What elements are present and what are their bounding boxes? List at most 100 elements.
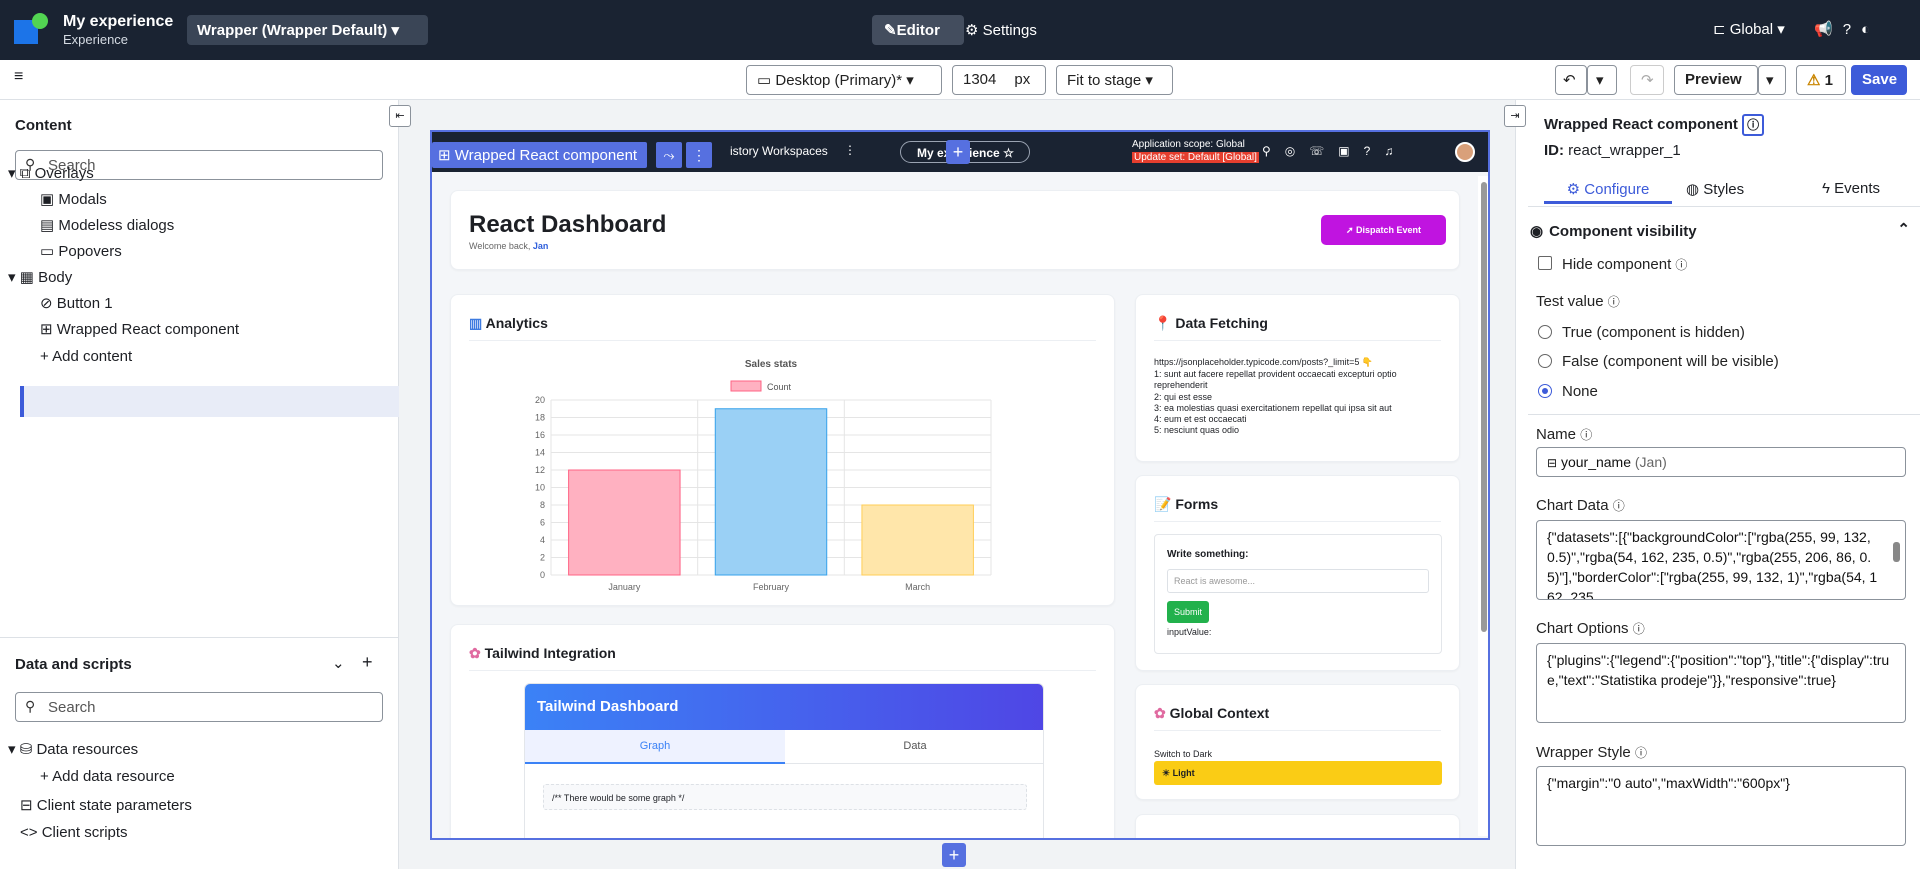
bar-march (861, 504, 974, 576)
tree-item-button[interactable]: ⊘ Button 1 (40, 294, 113, 312)
megaphone-icon[interactable]: 📢 (1814, 21, 1843, 38)
tree-label-body: Body (38, 269, 73, 286)
info-icon[interactable]: ⓘ (1607, 295, 1620, 309)
undo-button[interactable]: ↶ (1555, 65, 1587, 95)
wrapper-style-textarea[interactable]: {"margin":"0 auto","maxWidth":"600px"} (1536, 766, 1906, 846)
hide-label: Hide component ⓘ (1562, 256, 1687, 273)
stage-scrollbar[interactable] (1478, 176, 1488, 836)
add-below-icon[interactable]: + (942, 843, 966, 867)
width-input[interactable]: 1304 px (952, 65, 1046, 95)
collapse-right-icon[interactable]: ⇥ (1504, 105, 1526, 127)
info-icon[interactable]: ⓘ (1742, 114, 1765, 136)
info-icon[interactable]: ⓘ (1612, 499, 1625, 513)
user-avatar[interactable] (1455, 142, 1475, 162)
save-label: Save (1862, 71, 1898, 88)
help-icon[interactable]: ? (1363, 144, 1385, 158)
tab-styles[interactable]: ◍ Styles (1686, 180, 1744, 198)
settings-button[interactable]: ⚙ Settings (965, 15, 1077, 45)
tab-graph[interactable]: Graph (525, 730, 785, 764)
search-icon[interactable]: ⚲ (1262, 144, 1285, 158)
submit-button[interactable]: Submit (1167, 601, 1209, 623)
radio-true[interactable] (1538, 325, 1552, 339)
search-icon: ⚲ (25, 156, 36, 172)
hand-icon: 👇 (1361, 357, 1374, 367)
add-icon[interactable]: + (362, 652, 373, 672)
bell-icon[interactable]: ♫ (1384, 144, 1408, 158)
nav-history[interactable]: istory (730, 144, 759, 158)
nav-more-icon[interactable]: ⋮ (844, 143, 856, 157)
scope-dropdown[interactable]: ⊏ Global ▾ (1713, 20, 1785, 38)
welcome-text: Welcome back, Jan (469, 241, 548, 251)
chart-data-textarea[interactable]: {"datasets":[{"backgroundColor":["rgba(2… (1536, 520, 1906, 600)
chevron-down-icon[interactable]: ⌄ (332, 655, 345, 672)
visibility-header[interactable]: ◉ Component visibility ⌃ (1530, 216, 1910, 246)
tree-item-popovers[interactable]: ▭ Popovers (40, 242, 122, 260)
chart-options-label-text: Chart Options (1536, 620, 1629, 637)
radio-none[interactable] (1538, 384, 1552, 398)
caret-down-icon: ▾ (8, 269, 16, 286)
redo-button[interactable]: ↷ (1630, 65, 1664, 95)
info-icon[interactable]: ⓘ (1632, 622, 1645, 636)
inbox-icon[interactable]: ▣ (1338, 144, 1364, 158)
tree-item-modeless[interactable]: ▤ Modeless dialogs (40, 216, 174, 234)
tab-events[interactable]: ϟ Events (1822, 180, 1880, 197)
tree-item-modals[interactable]: ▣ Modals (40, 190, 107, 208)
info-icon[interactable]: ⓘ (1580, 428, 1593, 442)
settings-label: Settings (982, 22, 1037, 39)
add-content-link[interactable]: + Add content (40, 348, 132, 365)
stage-scroll-thumb[interactable] (1481, 182, 1487, 632)
tree-label-button: Button 1 (56, 295, 113, 312)
name-input[interactable]: ⊟ your_name (Jan) (1536, 447, 1906, 477)
device-dropdown[interactable]: ▭ Desktop (Primary)* ▾ (746, 65, 942, 95)
add-above-icon[interactable]: + (946, 140, 970, 164)
chip-more-icon[interactable]: ⋮ (686, 142, 712, 168)
chevron-down-icon: ▾ (906, 72, 914, 89)
wrapper-style-label-text: Wrapper Style (1536, 744, 1631, 761)
selection-chip[interactable]: ⊞ Wrapped React component (432, 142, 647, 168)
save-button[interactable]: Save (1851, 65, 1907, 95)
tree-item-client-scripts[interactable]: <> Client scripts (20, 824, 128, 841)
post-item: 1: sunt aut facere repellat provident oc… (1154, 369, 1397, 390)
preview-menu-button[interactable]: ▾ (1758, 65, 1786, 95)
radio-false[interactable] (1538, 354, 1552, 368)
tab-configure[interactable]: ⚙ Configure (1544, 170, 1672, 204)
help-icon[interactable]: ? (1842, 21, 1862, 38)
editor-button[interactable]: ✎Editor (872, 15, 964, 45)
content-search-input[interactable]: ⚲ Search (15, 150, 383, 180)
dispatch-event-button[interactable]: ➚ Dispatch Event (1321, 215, 1446, 245)
undo-menu-button[interactable]: ▾ (1587, 65, 1617, 95)
hide-checkbox[interactable] (1538, 256, 1552, 270)
tree-item-client-state[interactable]: ⊟ Client state parameters (20, 796, 192, 814)
tree-label-modeless: Modeless dialogs (58, 217, 175, 234)
layout-icon: ▦ (19, 269, 34, 286)
tree-item-wrapped-react[interactable]: ⊞ Wrapped React component (40, 320, 239, 338)
collapse-left-icon[interactable]: ⇤ (389, 105, 411, 127)
tab-data[interactable]: Data (785, 730, 1043, 764)
move-handle-icon[interactable]: ⤳ (656, 142, 682, 168)
chat-icon[interactable]: ☏ (1309, 144, 1339, 158)
globe-icon[interactable]: ◎ (1284, 144, 1310, 158)
menu-icon[interactable]: ≡ (14, 68, 24, 85)
add-data-resource-link[interactable]: + Add data resource (40, 768, 175, 785)
tree-item-data-resources[interactable]: ▾ ⛁ Data resources (8, 740, 138, 758)
warnings-button[interactable]: ⚠ 1 (1796, 65, 1846, 95)
chart-title: Sales stats (745, 359, 798, 370)
fit-dropdown[interactable]: Fit to stage ▾ (1056, 65, 1173, 95)
tree-item-overlays[interactable]: ▾ ⧉ Overlays (8, 164, 94, 182)
contrast-icon[interactable]: ◐ (1861, 21, 1881, 38)
chart-data-scrollbar[interactable] (1890, 524, 1902, 596)
info-icon[interactable]: ⓘ (1675, 258, 1688, 272)
info-icon[interactable]: ⓘ (1634, 746, 1647, 760)
component-frame[interactable]: istory Workspaces ⋮ My experience ☆ Appl… (430, 130, 1490, 840)
chart-options-textarea[interactable]: {"plugins":{"legend":{"position":"top"},… (1536, 643, 1906, 723)
preview-button[interactable]: Preview (1674, 65, 1758, 95)
scroll-thumb[interactable] (1893, 542, 1900, 562)
form-text-input[interactable]: React is awesome... (1167, 569, 1429, 593)
tree-item-body[interactable]: ▾ ▦ Body (8, 268, 72, 286)
wrapper-dropdown[interactable]: Wrapper (Wrapper Default) ▾ (187, 15, 428, 45)
data-search-input[interactable]: ⚲ Search (15, 692, 383, 722)
theme-toggle-button[interactable]: ☀ Light (1154, 761, 1442, 785)
dispatch-label: Dispatch Event (1356, 225, 1422, 235)
star-icon: ☆ (1003, 146, 1014, 160)
nav-workspaces[interactable]: Workspaces (762, 144, 828, 158)
